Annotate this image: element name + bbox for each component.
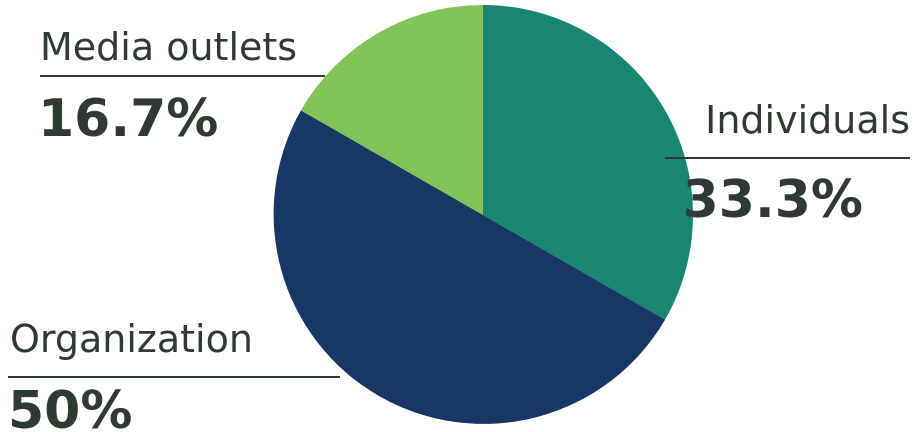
slice-label-media-outlets: Media outlets	[40, 25, 297, 69]
slice-label-organization: Organization	[10, 317, 253, 361]
pie-slice-media-outlets	[300, 5, 483, 215]
slice-label-individuals: Individuals	[705, 98, 910, 142]
slice-value-media-outlets: 16.7%	[38, 89, 218, 149]
slice-value-organization: 50%	[8, 381, 132, 432]
slice-value-individuals: 33.3%	[683, 170, 863, 230]
pie-slice-individuals	[483, 5, 693, 320]
pie-slices	[273, 5, 693, 424]
pie-slice-organization	[273, 110, 666, 424]
